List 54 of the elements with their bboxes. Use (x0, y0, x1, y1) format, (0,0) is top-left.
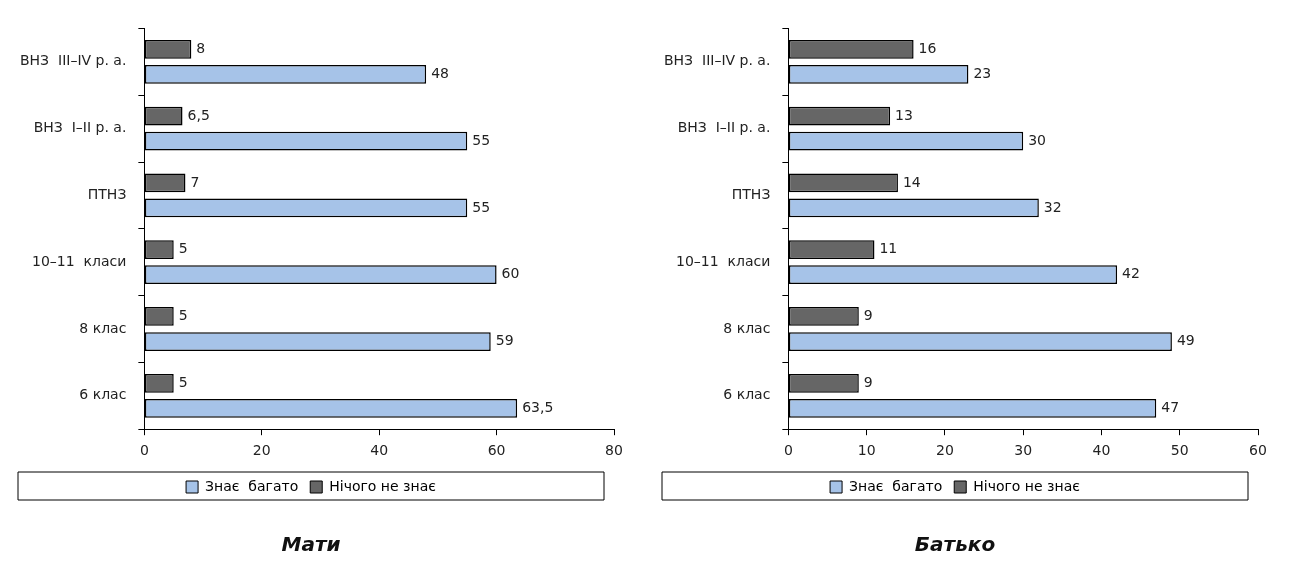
data-label: 5 (178, 373, 188, 390)
y-tick-label: ВНЗ I–II р. а. (677, 119, 771, 136)
data-label: 6,5 (187, 106, 210, 123)
data-label: 55 (472, 131, 491, 148)
data-label: 7 (190, 173, 200, 190)
y-tick-label: ПТНЗ (87, 186, 127, 203)
x-tick-label: 10 (857, 442, 876, 459)
y-tick-label: 8 клас (79, 319, 127, 336)
legend-label: Нічого не знає (973, 477, 1080, 494)
y-tick-label: ВНЗ III–IV р. а. (19, 52, 127, 69)
data-label: 5 (178, 307, 188, 324)
data-label: 49 (1176, 332, 1195, 349)
data-label: 59 (495, 332, 514, 349)
legend-label: Знає багато (849, 477, 943, 494)
y-tick-label: ПТНЗ (731, 186, 771, 203)
x-tick-label: 20 (936, 442, 954, 459)
y-tick-label: 8 клас (723, 319, 771, 336)
y-tick-label: 10–11 класи (32, 252, 127, 269)
data-label: 5 (178, 240, 188, 257)
data-label: 13 (895, 106, 913, 123)
x-tick-label: 80 (605, 442, 623, 459)
x-tick-label: 40 (1092, 442, 1111, 459)
x-tick-label: 50 (1170, 442, 1189, 459)
y-tick-label: 10–11 класи (676, 252, 771, 269)
legend-label: Знає багато (205, 477, 299, 494)
data-label: 8 (196, 39, 206, 56)
x-tick-label: 20 (252, 442, 271, 459)
y-tick-label: ВНЗ III–IV р. а. (663, 52, 771, 69)
y-tick-label: 6 клас (79, 386, 127, 403)
data-label: 14 (902, 173, 921, 190)
data-label: 63,5 (522, 398, 554, 415)
data-label: 55 (472, 198, 491, 215)
x-tick-label: 0 (783, 442, 793, 459)
text: Батько (914, 532, 996, 557)
y-tick-label: ВНЗ I–II р. а. (33, 119, 127, 136)
data-label: 16 (918, 39, 937, 56)
x-tick-label: 60 (1249, 442, 1267, 459)
data-label: 30 (1028, 131, 1047, 148)
x-tick-label: 0 (139, 442, 149, 459)
y-tick-label: 6 клас (723, 386, 771, 403)
legend-label: Нічого не знає (329, 477, 436, 494)
data-label: 11 (879, 240, 898, 257)
text: Мати (281, 532, 341, 557)
x-tick-label: 60 (487, 442, 506, 459)
data-label: 47 (1161, 398, 1180, 415)
data-label: 9 (863, 373, 873, 390)
data-label: 32 (1043, 198, 1062, 215)
data-label: 42 (1122, 265, 1140, 282)
data-label: 48 (431, 64, 449, 81)
x-tick-label: 30 (1014, 442, 1033, 459)
data-label: 23 (973, 64, 992, 81)
x-tick-label: 40 (370, 442, 389, 459)
data-label: 9 (863, 307, 873, 324)
data-label: 60 (501, 265, 520, 282)
